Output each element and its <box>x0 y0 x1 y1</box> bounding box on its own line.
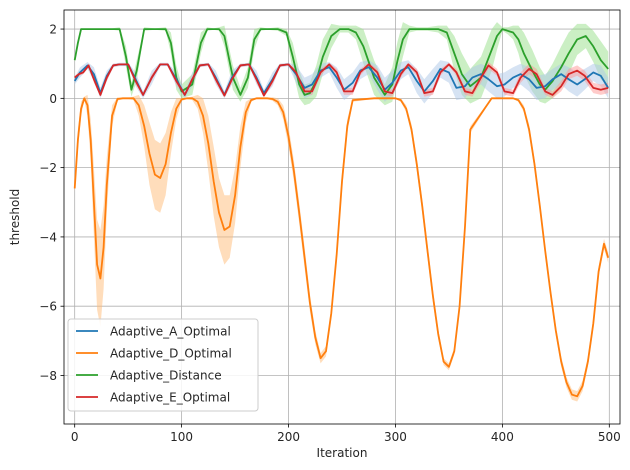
legend-label: Adaptive_E_Optimal <box>110 391 230 405</box>
y-tick-label: 0 <box>49 92 57 106</box>
y-tick-label: −6 <box>39 300 57 314</box>
x-tick-label: 100 <box>170 430 193 444</box>
y-tick-label: −2 <box>39 161 57 175</box>
series-lines <box>73 28 610 398</box>
x-tick-label: 200 <box>277 430 300 444</box>
x-tick-label: 500 <box>598 430 621 444</box>
x-tick-label: 300 <box>384 430 407 444</box>
legend-label: Adaptive_A_Optimal <box>110 325 231 339</box>
y-tick-label: −8 <box>39 369 57 383</box>
y-tick-label: 2 <box>49 23 57 37</box>
y-axis-label: threshold <box>8 189 22 246</box>
x-axis-label: Iteration <box>317 446 368 460</box>
legend-label: Adaptive_D_Optimal <box>110 347 232 361</box>
legend-box <box>67 318 259 412</box>
legend: Adaptive_A_Optimal Adaptive_D_Optimal Adap… <box>67 318 259 412</box>
x-axis-ticks: 0 100 200 300 400 500 <box>71 424 621 444</box>
series-line-2 <box>73 28 609 96</box>
legend-label: Adaptive_Distance <box>110 369 222 383</box>
series-line-1 <box>73 97 610 398</box>
x-tick-label: 400 <box>491 430 514 444</box>
x-tick-label: 0 <box>71 430 79 444</box>
plot-frame <box>63 9 621 425</box>
y-tick-label: −4 <box>39 230 57 244</box>
series-line-3 <box>74 63 609 97</box>
y-axis-ticks: 2 0 −2 −4 −6 −8 <box>39 23 64 383</box>
